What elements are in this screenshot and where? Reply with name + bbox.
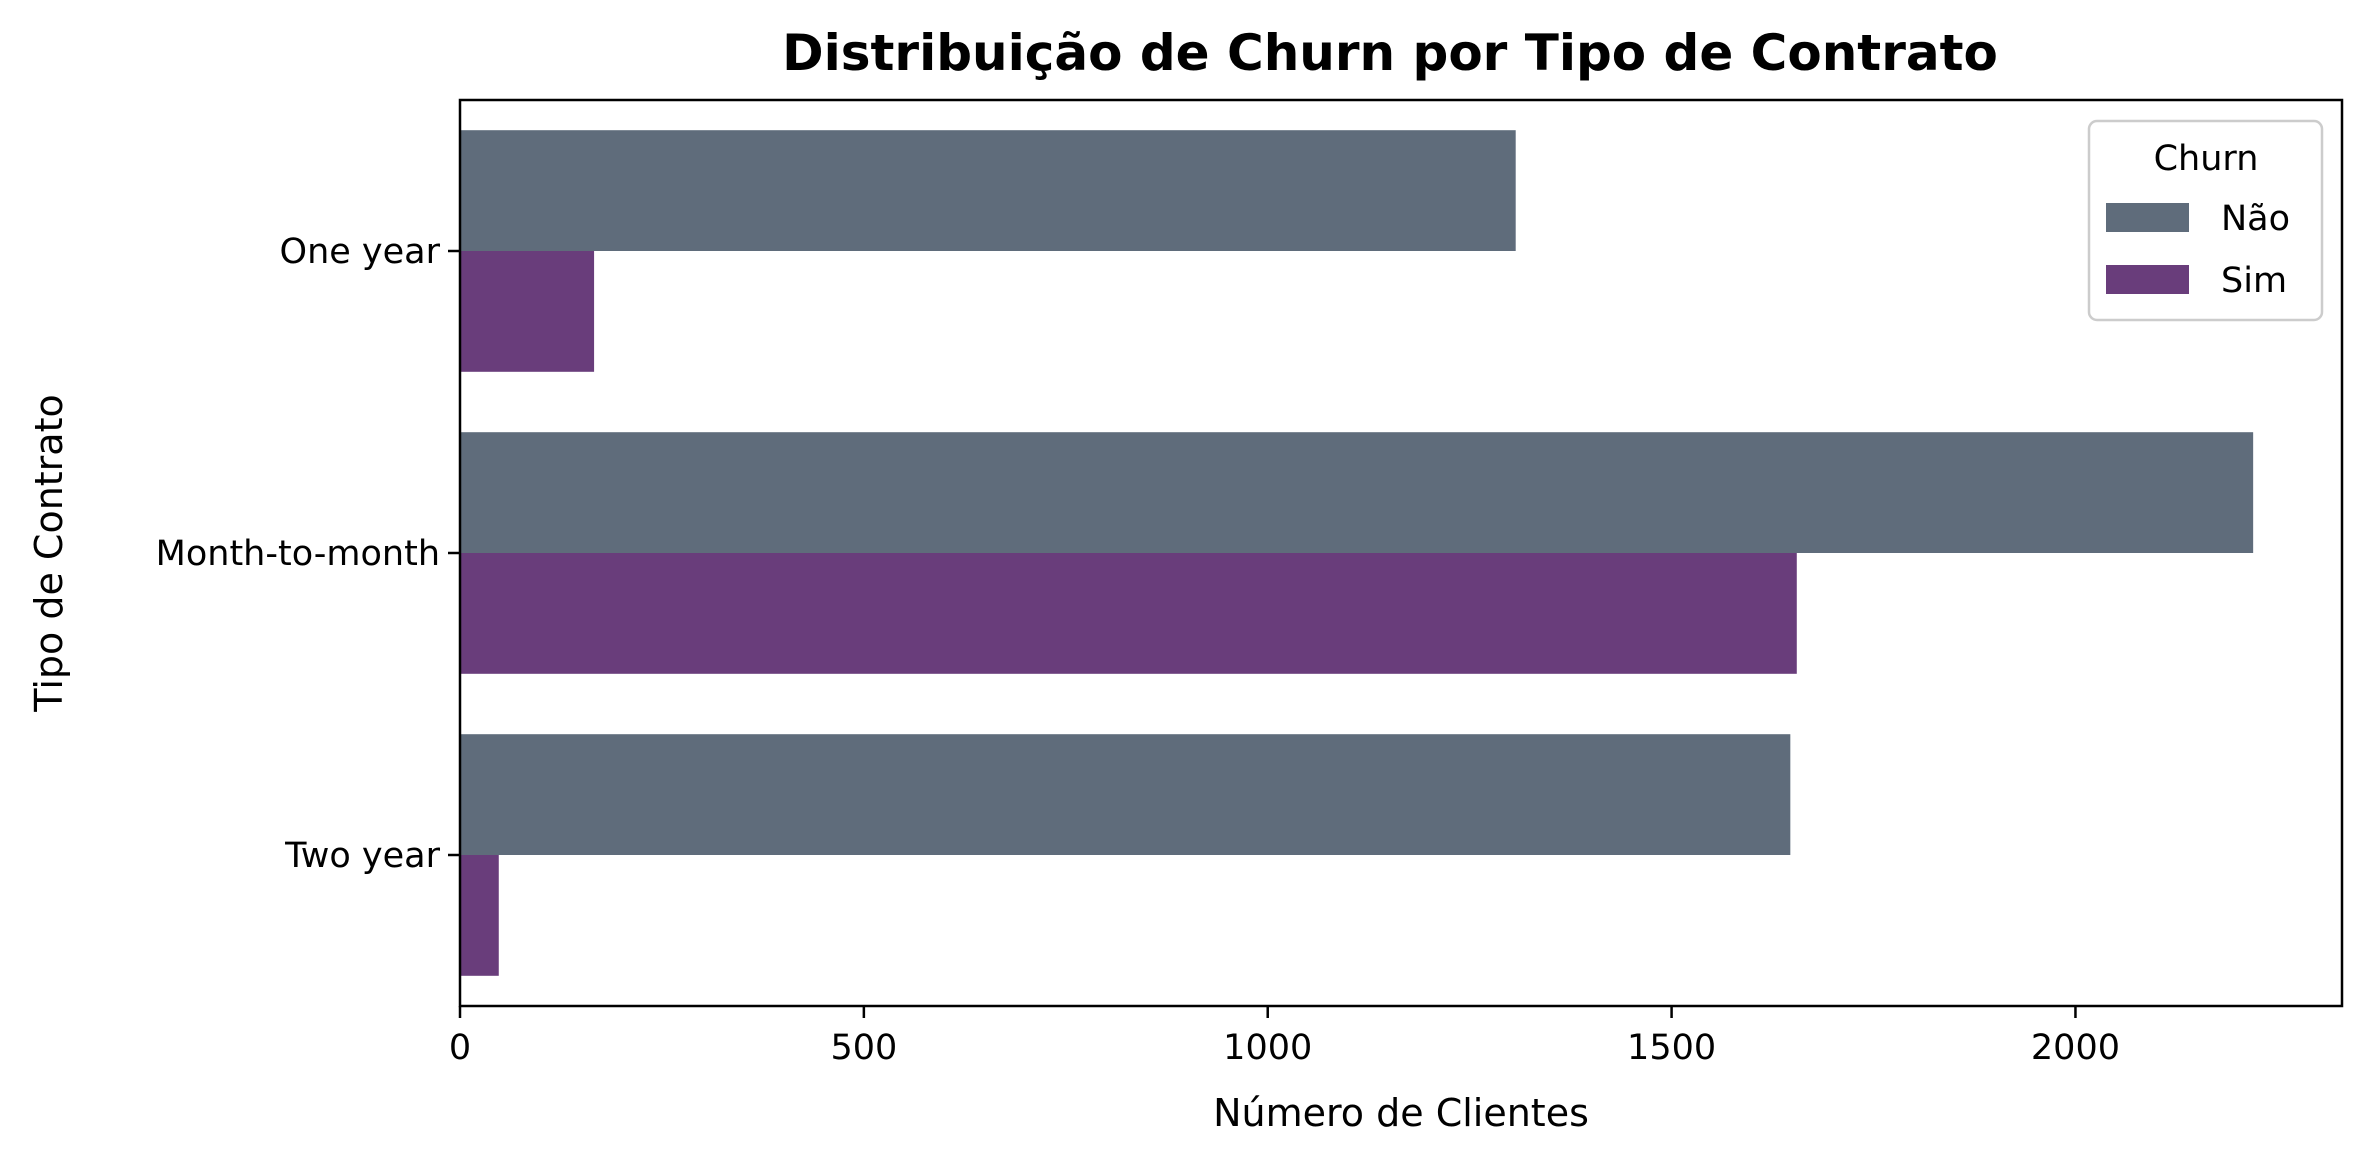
- x-tick-label: 1000: [1223, 1028, 1312, 1068]
- legend-label-sim: Sim: [2221, 261, 2287, 301]
- bar-month-to-month-sim: [460, 553, 1797, 674]
- x-axis-ticks: 0 500 1000 1500 2000: [449, 1006, 2120, 1068]
- bar-one-year-sim: [460, 251, 595, 372]
- legend-items: Não Sim: [2106, 199, 2290, 301]
- x-tick-label: 0: [449, 1028, 471, 1068]
- x-tick-label: 2000: [2031, 1028, 2120, 1068]
- plot-frame: [458, 98, 2344, 1008]
- bar-two-year-n-o: [460, 734, 1791, 855]
- y-axis-ticks: One year Month-to-month Two year: [156, 232, 460, 876]
- bars-group: [460, 130, 2254, 976]
- x-tick-label: 500: [830, 1028, 897, 1068]
- legend-swatch-n-o: [2106, 203, 2189, 232]
- y-tick-label: One year: [280, 232, 441, 272]
- y-tick-label: Two year: [284, 836, 440, 876]
- x-axis-label: Número de Clientes: [1213, 1091, 1589, 1135]
- legend: Churn Não Sim: [2087, 119, 2324, 322]
- bar-two-year-sim: [460, 855, 499, 976]
- y-axis-label: Tipo de Contrato: [27, 394, 71, 712]
- chart-title: Distribuição de Churn por Tipo de Contra…: [782, 24, 1998, 82]
- bar-month-to-month-n-o: [460, 432, 2254, 553]
- legend-label-n-o: Não: [2221, 199, 2290, 239]
- x-tick-label: 1500: [1627, 1028, 1716, 1068]
- legend-title: Churn: [2154, 139, 2259, 179]
- legend-swatch-sim: [2106, 265, 2189, 294]
- bar-one-year-n-o: [460, 130, 1516, 251]
- y-tick-label: Month-to-month: [156, 534, 440, 574]
